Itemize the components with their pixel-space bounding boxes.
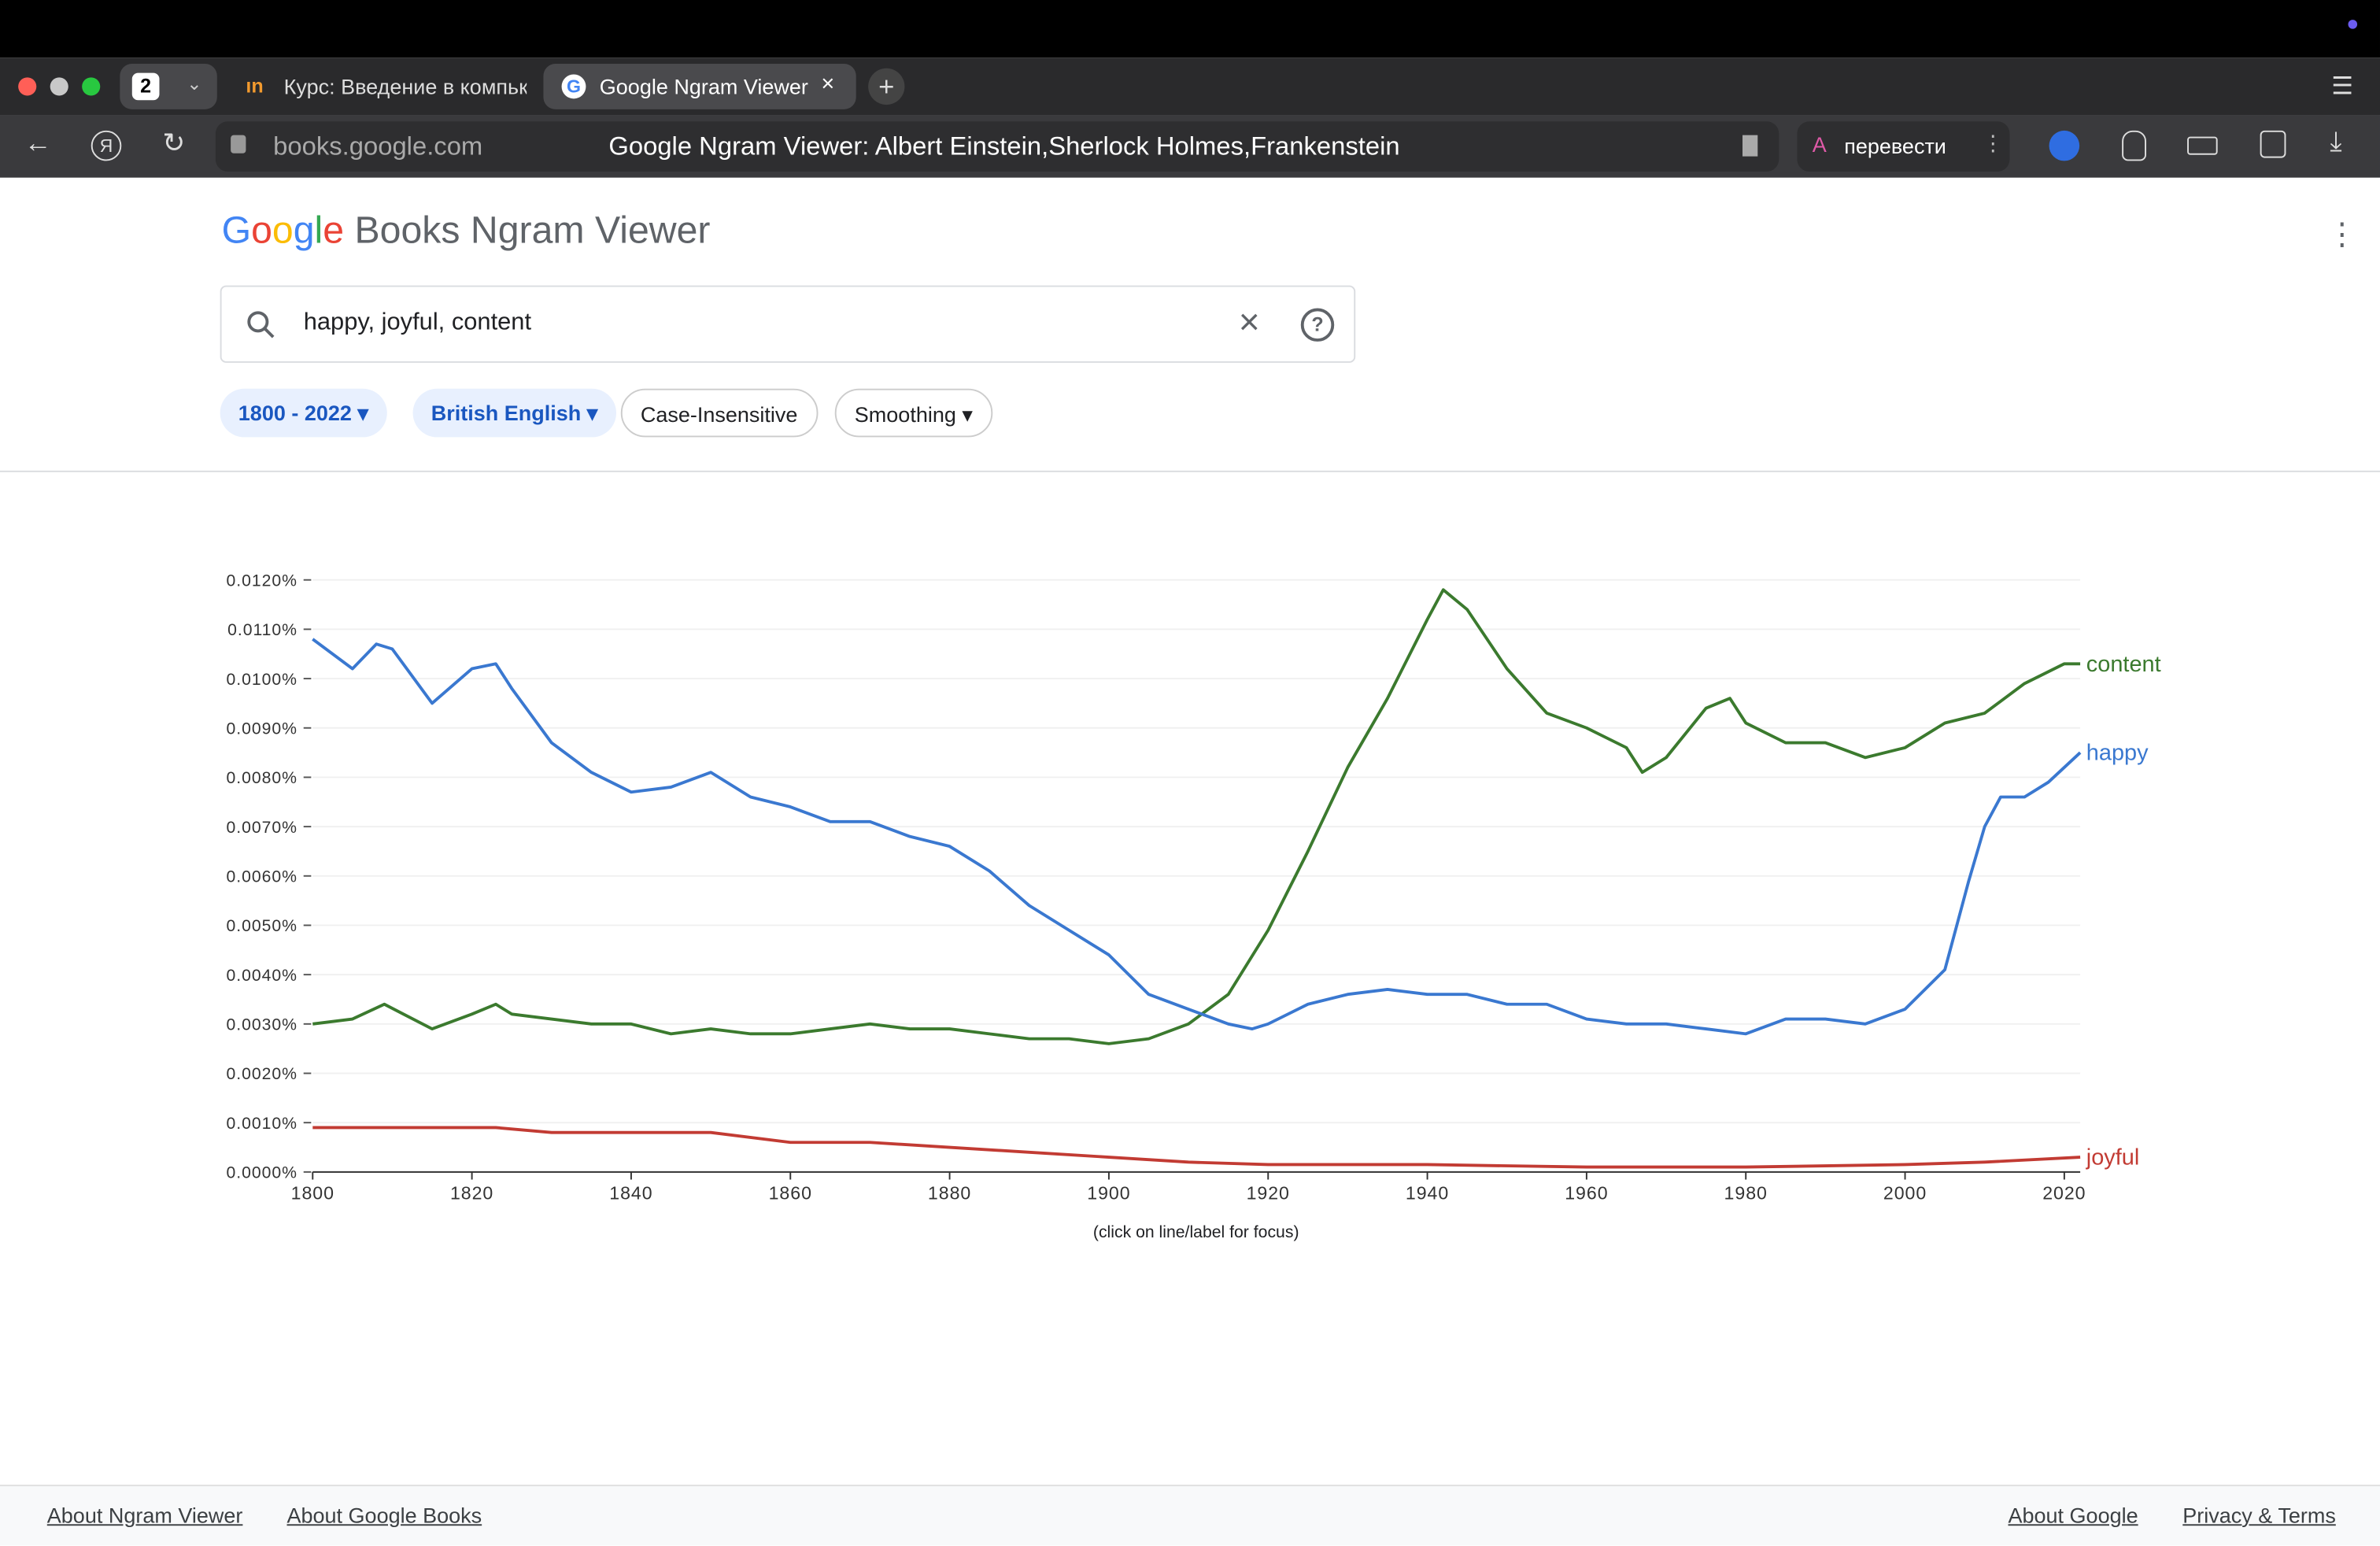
- series-line: [312, 638, 2082, 1036]
- chip-label: British English: [431, 401, 582, 425]
- status-dot: [2348, 20, 2358, 29]
- more: ⋮: [1982, 130, 2004, 155]
- tab-title: Google Ngram Viewer: A: [599, 74, 809, 99]
- y-tick-label: 0.0120%: [227, 571, 298, 590]
- menu[interactable]: ☰: [2331, 74, 2353, 101]
- clear[interactable]: ×: [1238, 301, 1260, 343]
- tab-group[interactable]: 2 ⌄: [120, 63, 217, 109]
- x-tick-label: 1820: [450, 1183, 493, 1204]
- y-tick-label: 0.0080%: [227, 769, 298, 787]
- chart-note: (click on line/label for focus): [1093, 1223, 1299, 1241]
- logo[interactable]: Google Books Ngram Viewer: [222, 209, 711, 253]
- footer-link[interactable]: About Ngram Viewer: [46, 1503, 243, 1528]
- footer: [0, 1485, 2380, 1546]
- series-line: [312, 588, 2081, 1045]
- tab-icon: ın: [246, 74, 264, 98]
- reload[interactable]: ↻: [162, 127, 186, 158]
- translate-button[interactable]: A перевести ⋮: [1797, 121, 2010, 172]
- series-label: joyful: [2086, 1145, 2139, 1171]
- yandex[interactable]: Я: [91, 130, 122, 161]
- series-label: happy: [2086, 741, 2149, 766]
- chip-label: Smoothing: [854, 402, 956, 427]
- y-tick-label: 0.0070%: [227, 819, 298, 837]
- active-tab[interactable]: G Google Ngram Viewer: A ×: [543, 63, 856, 109]
- y-tick-label: 0.0010%: [227, 1115, 298, 1133]
- downloads[interactable]: ⤓: [2330, 126, 2342, 157]
- y-tick-label: 0.0000%: [227, 1164, 298, 1182]
- tab-count: 2: [131, 72, 160, 101]
- search-icon: [247, 311, 275, 338]
- filter-chip[interactable]: British English ▾: [412, 388, 616, 438]
- lock: [231, 135, 246, 153]
- divider: [0, 470, 2380, 472]
- x-tick-label: 1860: [769, 1183, 812, 1204]
- translate-icon: A: [1812, 131, 1827, 157]
- x-tick-label: 1960: [1565, 1183, 1608, 1204]
- footer-link[interactable]: About Google: [2008, 1503, 2138, 1528]
- y-tick-label: 0.0020%: [227, 1065, 298, 1083]
- product-name: Books Ngram Viewer: [354, 209, 711, 253]
- chevron: ⌄: [187, 72, 202, 94]
- page-title: Google Ngram Viewer: Albert Einstein,She…: [608, 131, 1400, 161]
- x-tick-label: 1940: [1406, 1183, 1449, 1204]
- close-window[interactable]: [18, 77, 37, 96]
- new-tab[interactable]: +: [868, 68, 905, 105]
- extension[interactable]: [2122, 130, 2146, 161]
- chip-label: 1800 - 2022: [238, 401, 352, 425]
- extension[interactable]: [2049, 130, 2080, 161]
- maximize-window[interactable]: [82, 77, 101, 96]
- bookmark[interactable]: [1742, 135, 1758, 157]
- tab-icon: G: [561, 74, 586, 99]
- y-tick-label: 0.0030%: [227, 1016, 298, 1034]
- footer-link[interactable]: About Google Books: [286, 1503, 482, 1528]
- help[interactable]: ?: [1300, 308, 1335, 342]
- tab-title[interactable]: Курс: Введение в компьк: [283, 74, 527, 99]
- battery[interactable]: [2187, 136, 2218, 155]
- url-field[interactable]: books.google.com Google Ngram Viewer: Al…: [215, 121, 1779, 172]
- url: books.google.com: [273, 131, 483, 161]
- x-tick-label: 1920: [1247, 1183, 1290, 1204]
- series-line: [312, 1126, 2081, 1169]
- search-query: happy, joyful, content: [303, 309, 532, 336]
- translate-label: перевести: [1844, 133, 1946, 158]
- chip-label: Case-Insensitive: [640, 402, 798, 427]
- x-tick-label: 1800: [291, 1183, 334, 1204]
- search-box[interactable]: happy, joyful, content × ?: [220, 285, 1356, 363]
- google-logo: Google: [221, 209, 345, 253]
- x-tick-label: 2020: [2042, 1183, 2086, 1204]
- filter-chip[interactable]: Case-Insensitive: [620, 388, 818, 438]
- tab-bar: 2 ⌄ ın Курс: Введение в компьк G Google …: [0, 57, 2380, 116]
- menu-bar: [0, 0, 2380, 58]
- y-tick-label: 0.0090%: [227, 719, 298, 738]
- more-options[interactable]: ⋮: [2326, 218, 2358, 253]
- filter-chip[interactable]: Smoothing ▾: [834, 388, 993, 438]
- y-tick-label: 0.0050%: [227, 917, 298, 935]
- x-tick-label: 1980: [1724, 1183, 1768, 1204]
- footer-link[interactable]: Privacy & Terms: [2182, 1503, 2336, 1528]
- back[interactable]: ←: [24, 127, 52, 158]
- y-tick-label: 0.0100%: [227, 671, 298, 689]
- minimize-window[interactable]: [50, 77, 68, 96]
- extension[interactable]: [2260, 130, 2286, 158]
- x-tick-label: 1840: [609, 1183, 652, 1204]
- x-tick-label: 1900: [1087, 1183, 1130, 1204]
- y-tick-label: 0.0040%: [227, 967, 298, 985]
- x-tick-label: 2000: [1883, 1183, 1927, 1204]
- x-tick-label: 1880: [928, 1183, 971, 1204]
- filter-chip[interactable]: 1800 - 2022 ▾: [220, 388, 387, 438]
- address-bar: ← Я ↻ books.google.com Google Ngram View…: [0, 115, 2380, 178]
- close-tab[interactable]: ×: [821, 71, 835, 98]
- y-tick-label: 0.0110%: [227, 621, 298, 639]
- chart: (click on line/label for focus) 0.0000% 0…: [227, 571, 2161, 1241]
- y-tick-label: 0.0060%: [227, 867, 298, 886]
- series-label: content: [2086, 652, 2161, 677]
